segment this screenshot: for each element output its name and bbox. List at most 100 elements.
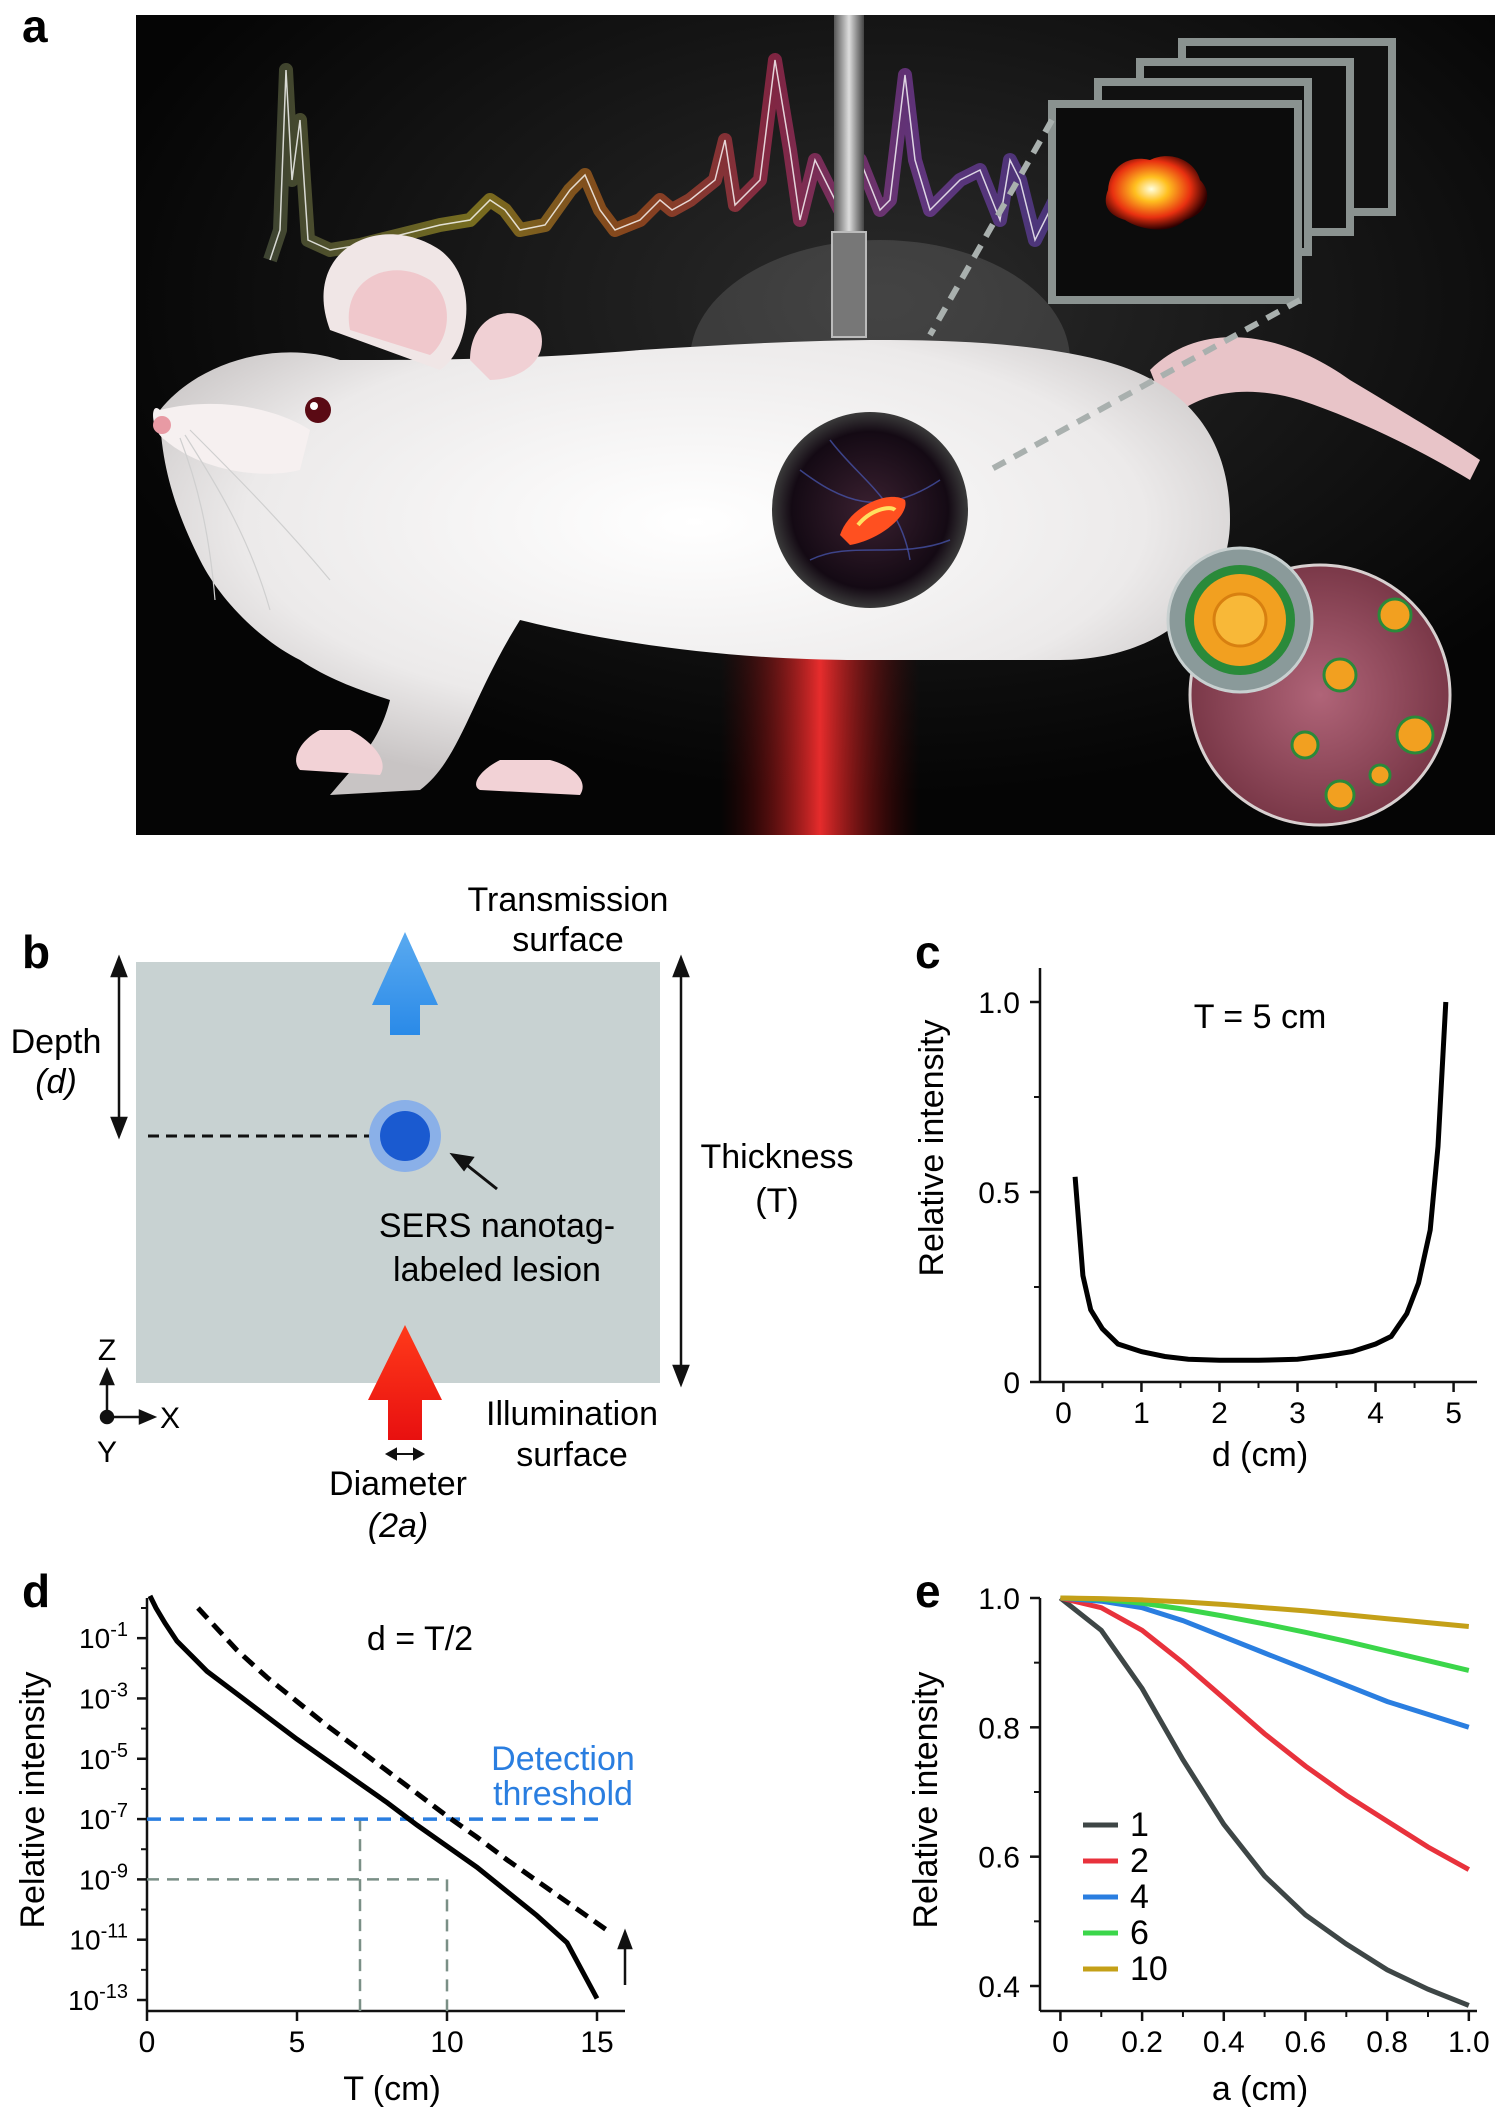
panel-e-series-line-1 bbox=[1058, 1596, 1470, 2008]
panel-c-y-tick-label: 1.0 bbox=[978, 987, 1020, 1020]
panel-e-x-tick-label: 0 bbox=[1052, 2026, 1069, 2059]
thickness-label-2: (T) bbox=[755, 1182, 798, 1220]
axis-y-label: Y bbox=[97, 1436, 117, 1469]
panel-e-letter: e bbox=[915, 1565, 941, 1617]
panel-e-series-line-2 bbox=[1059, 1595, 1471, 1872]
panel-c-y-ticks: 0 0.5 1.0 bbox=[978, 987, 1040, 1400]
panel-d-up-arrow bbox=[617, 1928, 633, 1985]
axis-x-label: X bbox=[160, 1402, 180, 1435]
panel-d-y-tick-label: 10-13 bbox=[68, 1981, 128, 2016]
nanotag-closeup bbox=[1166, 546, 1314, 694]
panel-d-y-tick-label: 10-1 bbox=[79, 1619, 128, 1654]
panel-c-annotation: T = 5 cm bbox=[1194, 998, 1327, 1036]
illumination-label-1: Illumination bbox=[486, 1395, 658, 1433]
panel-e-legend-label: 6 bbox=[1130, 1914, 1149, 1952]
transmission-label-1: Transmission bbox=[468, 881, 669, 919]
panel-b-letter: b bbox=[22, 926, 50, 978]
mouse-illustration bbox=[136, 15, 1495, 835]
lesion-pointer bbox=[449, 1152, 498, 1191]
panel-e-y-tick-label: 0.6 bbox=[978, 1842, 1020, 1875]
panel-d-y-tick-label: 10-11 bbox=[69, 1921, 128, 1956]
thickness-arrow bbox=[672, 954, 690, 1388]
panel-c-x-tick-label: 1 bbox=[1133, 1397, 1150, 1430]
panel-d-y-tick-label: 10-5 bbox=[79, 1740, 128, 1775]
panel-c-x-label: d (cm) bbox=[1212, 1436, 1308, 1474]
transmission-label-2: surface bbox=[512, 921, 624, 959]
panel-e-series-line-4 bbox=[1060, 1595, 1470, 1730]
depth-arrow bbox=[110, 954, 128, 1140]
panel-e-legend-label: 10 bbox=[1130, 1950, 1168, 1988]
panel-d-x-tick-label: 10 bbox=[430, 2026, 463, 2059]
laser-beam bbox=[720, 640, 920, 835]
panel-e-x-label: a (cm) bbox=[1212, 2070, 1308, 2108]
panel-b: b Transmission surface Depth (d) Thickne… bbox=[11, 881, 854, 1545]
panel-d-x-ticks: 0 5 10 15 bbox=[139, 2011, 614, 2059]
thickness-label-1: Thickness bbox=[700, 1138, 853, 1176]
panel-e-x-tick-label: 0.6 bbox=[1285, 2026, 1327, 2059]
threshold-label-1: Detection bbox=[491, 1740, 635, 1778]
diameter-label-2: (2a) bbox=[368, 1507, 428, 1545]
panel-e-x-tick-label: 1.0 bbox=[1448, 2026, 1490, 2059]
panel-e-x-ticks: 0 0.2 0.4 0.6 0.8 1.0 bbox=[1052, 2011, 1490, 2059]
panel-d-annotation: d = T/2 bbox=[367, 1620, 473, 1658]
panel-d-y-ticks: 10-1 10-3 10-5 10-7 10-9 10-11 10-13 bbox=[68, 1607, 147, 2016]
panel-e-x-tick-label: 0.8 bbox=[1366, 2026, 1408, 2059]
panel-d-y-label: Relative intensity bbox=[14, 1671, 52, 1928]
panel-e-legend-label: 1 bbox=[1130, 1806, 1149, 1844]
coordinate-axes bbox=[99, 1366, 158, 1425]
panel-d-x-tick-label: 15 bbox=[580, 2026, 613, 2059]
panel-e-series bbox=[1058, 1595, 1471, 2008]
panel-e-y-ticks: 0.4 0.6 0.8 1.0 bbox=[978, 1583, 1040, 2004]
panel-d-guide-lines bbox=[147, 1819, 449, 2011]
panel-e-y-tick-label: 0.4 bbox=[978, 1971, 1020, 2004]
panel-d: d Detection threshold 0 5 10 15 10-110-310-… bbox=[14, 1565, 635, 2108]
lesion-label-1: SERS nanotag- bbox=[379, 1207, 615, 1245]
panel-c-x-tick-label: 4 bbox=[1367, 1397, 1384, 1430]
panel-a-letter: a bbox=[22, 0, 48, 52]
illumination-arrow bbox=[368, 1325, 442, 1440]
panel-d-y-tick-label: 10-9 bbox=[79, 1860, 128, 1895]
image-stack bbox=[1048, 38, 1396, 304]
mouse-eye bbox=[305, 397, 331, 423]
mouse-body bbox=[160, 340, 1230, 795]
panel-d-y-tick-label: 10-3 bbox=[79, 1679, 128, 1714]
panel-e-series-line-10 bbox=[1060, 1595, 1470, 1629]
panel-e-y-tick-label: 0.8 bbox=[978, 1712, 1020, 1745]
panel-c-x-tick-label: 2 bbox=[1211, 1397, 1228, 1430]
depth-label-1: Depth bbox=[11, 1023, 102, 1061]
lesion bbox=[369, 1100, 441, 1172]
panel-a: a bbox=[22, 0, 1495, 835]
transmission-arrow bbox=[372, 932, 438, 1035]
panel-c-x-tick-label: 3 bbox=[1289, 1397, 1306, 1430]
panel-c-y-tick-label: 0.5 bbox=[978, 1177, 1020, 1210]
panel-d-series-dashed bbox=[196, 1606, 614, 1936]
panel-d-x-label: T (cm) bbox=[343, 2070, 441, 2108]
panel-e-y-tick-label: 1.0 bbox=[978, 1583, 1020, 1616]
panel-c-y-label: Relative intensity bbox=[913, 1019, 951, 1276]
illumination-label-2: surface bbox=[516, 1436, 628, 1474]
lesion-label-2: labeled lesion bbox=[393, 1251, 601, 1289]
panel-c-letter: c bbox=[915, 926, 941, 978]
diameter-arrow bbox=[384, 1447, 426, 1461]
panel-d-x-tick-label: 0 bbox=[139, 2026, 156, 2059]
panel-c-y-tick-label: 0 bbox=[1003, 1367, 1020, 1400]
panel-c-series-line bbox=[1072, 1001, 1449, 1363]
panel-e-x-tick-label: 0.2 bbox=[1121, 2026, 1163, 2059]
diameter-label-1: Diameter bbox=[329, 1465, 467, 1503]
panel-c-x-tick-label: 5 bbox=[1445, 1397, 1462, 1430]
panel-e-x-tick-label: 0.4 bbox=[1203, 2026, 1245, 2059]
depth-label-2: (d) bbox=[35, 1063, 77, 1101]
panel-d-series-solid bbox=[147, 1594, 600, 2000]
panel-e-legend-label: 4 bbox=[1130, 1878, 1149, 1916]
panel-e-y-label: Relative intensity bbox=[907, 1671, 945, 1928]
threshold-label-2: threshold bbox=[493, 1775, 633, 1813]
panel-d-letter: d bbox=[22, 1565, 50, 1617]
panel-c-x-tick-label: 0 bbox=[1055, 1397, 1072, 1430]
panel-e-legend-label: 2 bbox=[1130, 1842, 1149, 1880]
panel-c-x-ticks: 0 1 2 3 4 5 bbox=[1055, 1382, 1462, 1430]
panel-d-y-tick-label: 10-7 bbox=[79, 1800, 128, 1835]
